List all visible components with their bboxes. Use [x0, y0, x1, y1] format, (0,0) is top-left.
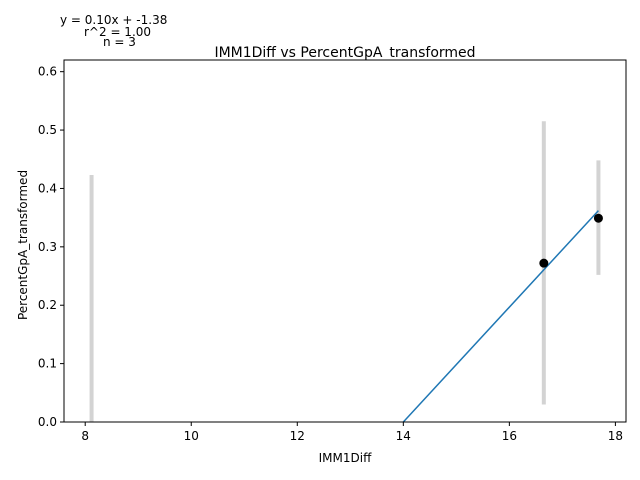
y-tick-label: 0.0: [38, 415, 57, 429]
y-tick-label: 0.3: [38, 240, 57, 254]
data-point: [539, 258, 549, 268]
y-tick-label: 0.1: [38, 357, 57, 371]
x-tick-label: 14: [396, 429, 411, 443]
sample-count-label: n = 3: [103, 35, 136, 49]
y-tick-label: 0.4: [38, 181, 57, 195]
x-axis-label: IMM1Diff: [319, 451, 372, 465]
data-point: [593, 213, 603, 223]
fit-equation-label: y = 0.10x + -1.38: [60, 13, 168, 27]
y-tick-label: 0.6: [38, 65, 57, 79]
y-tick-label: 0.2: [38, 298, 57, 312]
plot-frame: [63, 59, 627, 423]
x-tick-label: 18: [608, 429, 623, 443]
x-tick-label: 12: [290, 429, 305, 443]
y-tick-label: 0.5: [38, 123, 57, 137]
y-axis-label: PercentGpA_transformed: [16, 170, 30, 320]
regression-line: [402, 210, 599, 423]
x-tick-label: 10: [184, 429, 199, 443]
x-tick-label: 16: [502, 429, 517, 443]
r-squared-label: r^2 = 1.00: [84, 25, 152, 39]
chart-title: IMM1Diff vs PercentGpA_transformed: [214, 45, 475, 61]
x-tick-label: 8: [81, 429, 89, 443]
